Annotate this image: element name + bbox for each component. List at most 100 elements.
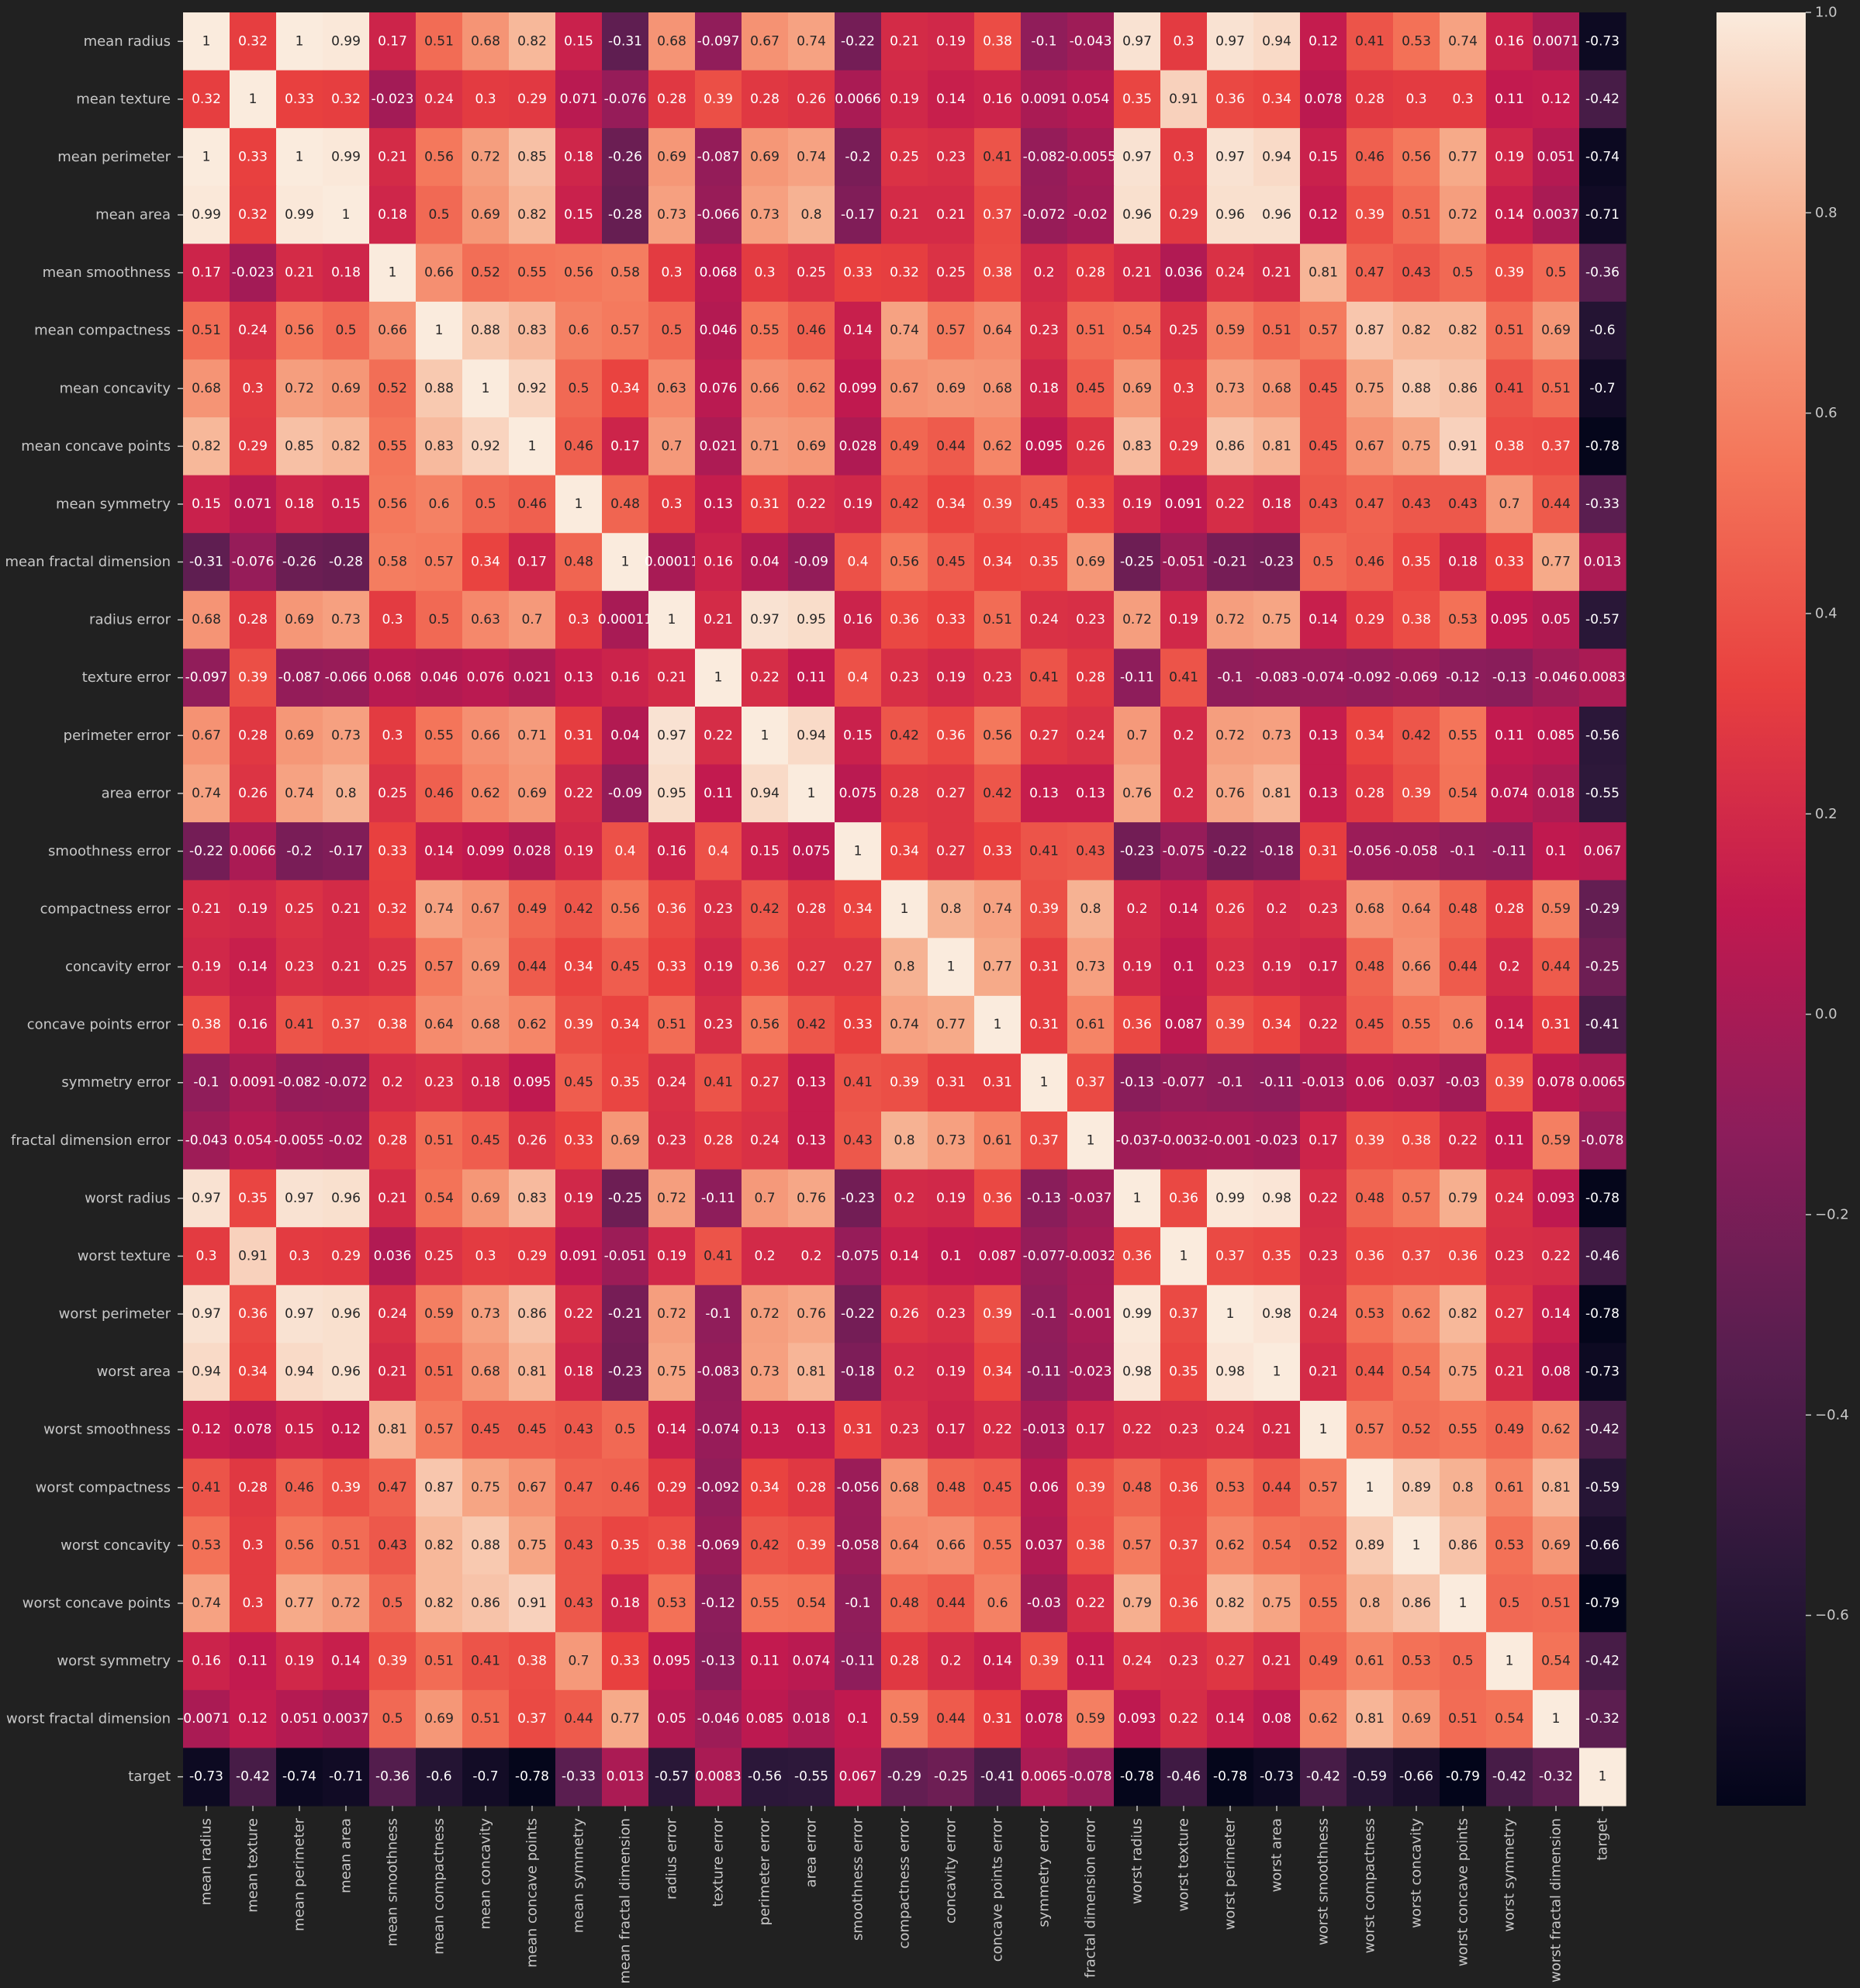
cell-value-label: 0.078: [234, 1422, 272, 1437]
cell-value-label: 0.68: [1355, 901, 1385, 917]
heatmap-cell: [788, 938, 835, 997]
cell-value-label: 0.69: [331, 381, 361, 396]
heatmap-cell: [1393, 822, 1440, 881]
heatmap-cell: [881, 764, 928, 823]
cell-value-label: 0.25: [424, 1248, 454, 1264]
cell-value-label: 0.48: [1448, 901, 1478, 917]
cell-value-label: 1: [947, 959, 956, 975]
colorbar-tick-label: −0.6: [1815, 1607, 1849, 1623]
cell-value-label: 0.24: [750, 1132, 780, 1148]
cell-value-label: 0.5: [1312, 555, 1333, 570]
x-axis-labels: mean radius mean texture mean perimeter mea…: [199, 1806, 1611, 1984]
cell-value-label: 0.31: [936, 1075, 966, 1091]
heatmap-cell: [1021, 1112, 1068, 1170]
heatmap-cell: [1160, 1284, 1208, 1343]
heatmap-cell: [1347, 1343, 1394, 1402]
cell-value-label: 0.51: [657, 1017, 686, 1032]
heatmap-cell: [881, 359, 928, 418]
x-tick-label: mean fractal dimension: [617, 1818, 634, 1984]
heatmap-cell: [881, 1689, 928, 1749]
cell-value-label: 0.37: [331, 1017, 361, 1032]
heatmap-cell: [323, 1284, 370, 1343]
cell-value-label: 0.7: [521, 612, 542, 628]
heatmap-cell: [928, 475, 975, 534]
cell-value-label: 0.34: [564, 959, 593, 975]
cell-value-label: 0.85: [285, 438, 314, 454]
heatmap-cell: [695, 70, 742, 129]
cell-value-label: 0.89: [1355, 1537, 1385, 1553]
cell-value-label: 0.19: [890, 92, 919, 107]
heatmap-cell: [695, 1053, 742, 1112]
cell-value-label: 0.24: [1215, 1422, 1245, 1437]
cell-value-label: 0.54: [1448, 786, 1478, 801]
heatmap-cell: [183, 1458, 230, 1517]
heatmap-cell: [509, 1748, 556, 1806]
cell-value-label: 0.38: [1076, 1537, 1105, 1553]
heatmap-cell: [276, 70, 323, 129]
heatmap-cell: [183, 995, 230, 1055]
heatmap-cell: [1393, 1689, 1440, 1749]
heatmap-cell: [1393, 938, 1440, 997]
heatmap-cell: [276, 938, 323, 997]
cell-value-label: 0.11: [1495, 92, 1524, 107]
cell-value-label: -0.2: [286, 843, 312, 859]
heatmap-cell: [462, 1112, 510, 1170]
heatmap-cell: [369, 475, 417, 534]
cell-value-label: -0.21: [608, 1306, 642, 1322]
heatmap-cell: [230, 70, 277, 129]
heatmap-cell: [555, 12, 603, 71]
cell-value-label: -0.56: [748, 1769, 782, 1785]
heatmap-cell: [183, 822, 230, 881]
heatmap-cell: [1579, 1343, 1627, 1402]
heatmap-cell: [230, 995, 277, 1055]
cell-value-label: 0.43: [564, 1422, 593, 1437]
cell-value-label: 1: [296, 33, 304, 49]
cell-value-label: -0.66: [1399, 1769, 1433, 1785]
cell-value-label: 0.17: [936, 1422, 966, 1437]
cell-value-label: 0.21: [1262, 265, 1291, 281]
heatmap-cell: [1207, 880, 1254, 939]
cell-value-label: 0.68: [471, 33, 500, 49]
heatmap-cell: [1253, 1632, 1301, 1691]
cell-value-label: 0.28: [1355, 92, 1385, 107]
heatmap-cell: [230, 185, 277, 244]
heatmap-cell: [788, 1343, 835, 1402]
heatmap-cell: [974, 1574, 1022, 1633]
heatmap-cell: [1300, 1343, 1347, 1402]
cell-value-label: 0.036: [374, 1248, 412, 1264]
cell-value-label: -0.2: [845, 149, 870, 164]
cell-value-label: 0.21: [192, 901, 221, 917]
cell-value-label: 0.51: [1262, 323, 1291, 338]
heatmap-cell: [1067, 12, 1115, 71]
heatmap-cell: [695, 1632, 742, 1691]
cell-value-label: 0.41: [1029, 670, 1059, 686]
cell-value-label: 1: [621, 555, 630, 570]
cell-value-label: 0.31: [1541, 1017, 1571, 1032]
cell-value-label: 0.23: [936, 1306, 966, 1322]
cell-value-label: 0.0083: [1579, 670, 1625, 686]
cell-value-label: -0.075: [837, 1248, 880, 1264]
heatmap-cell: [416, 1112, 463, 1170]
heatmap-cell: [1207, 1053, 1254, 1112]
cell-value-label: -0.28: [608, 207, 642, 223]
heatmap-cell: [1579, 1284, 1627, 1343]
heatmap-cell: [416, 128, 463, 187]
heatmap-cell: [555, 1748, 603, 1806]
heatmap-cell: [1347, 1053, 1394, 1112]
heatmap-cell: [695, 822, 742, 881]
cell-value-label: 0.51: [424, 1364, 454, 1380]
cell-value-label: 0.45: [983, 1480, 1012, 1495]
cell-value-label: 0.16: [238, 1017, 268, 1032]
cell-value-label: 0.37: [1169, 1537, 1198, 1553]
y-tick-label: mean concavity: [60, 380, 171, 396]
heatmap-cell: [416, 1689, 463, 1749]
cell-value-label: 0.6: [1452, 1017, 1473, 1032]
heatmap-cell: [602, 1632, 649, 1691]
cell-value-label: 0.3: [754, 265, 775, 281]
cell-value-label: 0.31: [983, 1075, 1012, 1091]
cell-value-label: 0.5: [1545, 265, 1566, 281]
cell-value-label: 0.53: [657, 1596, 686, 1611]
heatmap-cell: [648, 590, 696, 649]
cell-value-label: -0.22: [189, 843, 223, 859]
